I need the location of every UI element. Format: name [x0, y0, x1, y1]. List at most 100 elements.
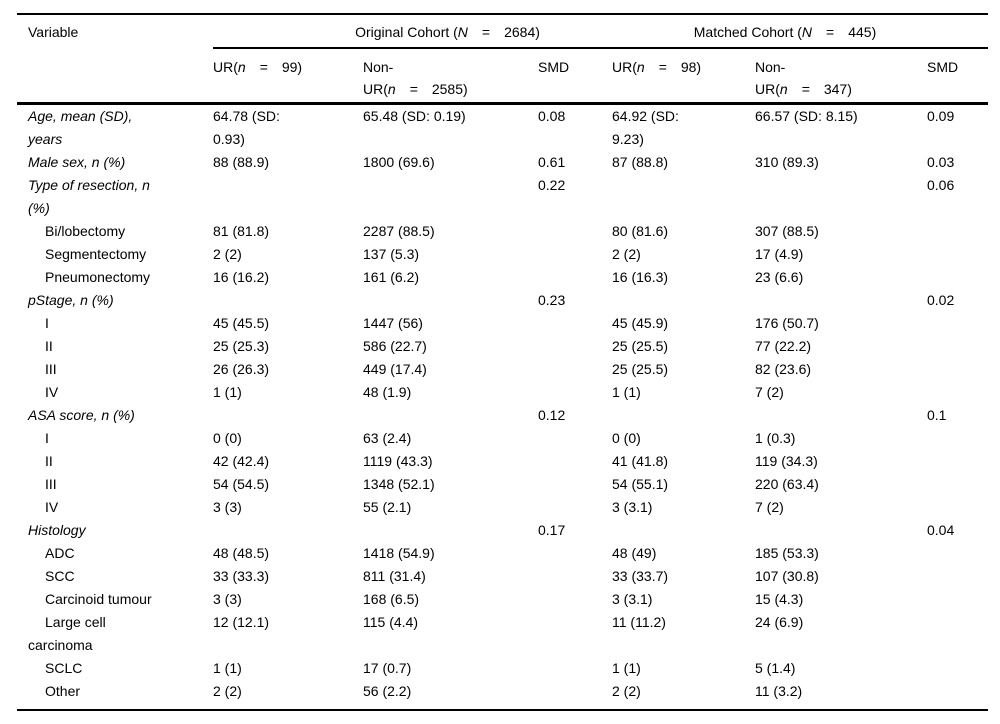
cell-smd-matched [927, 266, 988, 289]
cell-non-ur-matched: 5 (1.4) [755, 660, 796, 676]
column-header-smd-matched: SMD [927, 48, 989, 105]
cell-ur-original: 48 (48.5) [213, 545, 270, 561]
cell-smd-matched [927, 427, 988, 450]
group-header-matched-cohort: Matched Cohort (N = 445) [612, 14, 989, 49]
cell-ur-matched: 3 (3.1) [612, 499, 653, 515]
cell-ur-matched: 2 (2) [612, 683, 641, 699]
cell-ur-matched [612, 174, 755, 220]
row-label: IV [45, 499, 59, 515]
cell-non-ur-original [363, 404, 538, 427]
row-label: SCLC [45, 660, 83, 676]
cell-smd-original: 0.12 [538, 407, 566, 423]
table-row: I 0 (0) 63 (2.4) 0 (0) 1 (0.3) [17, 427, 988, 450]
table-row: Type of resection, n (%) 0.22 0.06 [17, 174, 988, 220]
cell-ur-original: 42 (42.4) [213, 453, 270, 469]
cell-ur-matched: 48 (49) [612, 545, 657, 561]
cell-non-ur-original: 1348 (52.1) [363, 476, 435, 492]
column-header-non-ur-matched: Non- UR(n = 347) [755, 48, 927, 105]
table-row: III 26 (26.3) 449 (17.4) 25 (25.5) 82 (23.6) [17, 358, 988, 381]
row-label: I [45, 430, 49, 446]
cell-smd-matched: 0.02 [927, 292, 955, 308]
column-header-variable: Variable [17, 14, 213, 105]
cell-non-ur-matched [755, 174, 927, 220]
row-label: ASA score, n (%) [28, 407, 135, 423]
cell-smd-original [538, 611, 612, 657]
cell-non-ur-original: 65.48 (SD: 0.19) [363, 108, 466, 124]
sub-header-row: UR(n = 99) Non- UR(n = 2585) SMD UR(n = 9… [17, 48, 989, 105]
cell-non-ur-original: 1447 (56) [363, 315, 423, 331]
row-label: pStage, n (%) [28, 292, 114, 308]
cell-smd-matched [927, 450, 988, 473]
cell-smd-original [538, 381, 612, 404]
cell-non-ur-matched: 310 (89.3) [755, 154, 819, 170]
table-row: ASA score, n (%) 0.12 0.1 [17, 404, 988, 427]
cell-smd-matched [927, 611, 988, 657]
cell-ur-original: 25 (25.3) [213, 338, 270, 354]
cell-non-ur-original: 48 (1.9) [363, 384, 412, 400]
cell-smd-original [538, 565, 612, 588]
cell-smd-original [538, 496, 612, 519]
cell-smd-original: 0.61 [538, 154, 566, 170]
cell-smd-original [538, 473, 612, 496]
table-row: SCC 33 (33.3) 811 (31.4) 33 (33.7) 107 (30.8… [17, 565, 988, 588]
cell-smd-original [538, 450, 612, 473]
row-label: II [45, 338, 53, 354]
header-count: = 98) [644, 59, 702, 75]
cell-ur-original: 33 (33.3) [213, 568, 270, 584]
cell-smd-matched [927, 588, 988, 611]
cell-non-ur-matched: 11 (3.2) [755, 683, 803, 699]
cell-ur-original: 2 (2) [213, 246, 242, 262]
cell-smd-matched [927, 657, 988, 680]
cell-smd-matched: 0.06 [927, 177, 955, 193]
cell-non-ur-matched: 17 (4.9) [755, 246, 804, 262]
cell-non-ur-matched: 15 (4.3) [755, 591, 804, 607]
cell-ur-original: 0 (0) [213, 430, 242, 446]
header-count: = 2585) [395, 81, 468, 97]
header-n-symbol: n [387, 81, 396, 97]
cell-smd-original [538, 266, 612, 289]
header-text: Non- [755, 59, 786, 75]
cell-ur-original: 3 (3) [213, 591, 242, 607]
row-label: Carcinoid tumour [45, 591, 152, 607]
cell-smd-matched [927, 335, 988, 358]
cell-non-ur-original: 1119 (43.3) [363, 453, 433, 469]
cell-smd-original [538, 427, 612, 450]
table-row: I 45 (45.5) 1447 (56) 45 (45.9) 176 (50.7) [17, 312, 988, 335]
cell-non-ur-matched [755, 404, 927, 427]
cell-smd-matched [927, 243, 988, 266]
table-row: Histology 0.17 0.04 [17, 519, 988, 542]
group-header-count: = 2684) [467, 24, 540, 40]
cell-smd-original: 0.22 [538, 177, 566, 193]
cell-non-ur-matched: 23 (6.6) [755, 269, 804, 285]
cell-ur-matched: 1 (1) [612, 384, 641, 400]
cell-ur-matched: 87 (88.8) [612, 154, 669, 170]
cell-smd-original [538, 542, 612, 565]
cell-ur-original: 12 (12.1) [213, 614, 270, 630]
row-label: Age, mean (SD), years [28, 108, 133, 147]
column-header-non-ur-original: Non- UR(n = 2585) [363, 48, 538, 105]
cell-ur-original: 88 (88.9) [213, 154, 270, 170]
cell-ur-matched [612, 289, 755, 312]
cell-smd-matched: 0.1 [927, 407, 947, 423]
row-label: III [45, 361, 57, 377]
cell-non-ur-matched: 220 (63.4) [755, 476, 819, 492]
cell-ur-original: 1 (1) [213, 660, 242, 676]
cell-ur-original [213, 519, 363, 542]
cell-smd-original [538, 243, 612, 266]
cell-ur-original: 81 (81.8) [213, 223, 270, 239]
group-header-n-symbol: N [801, 24, 813, 40]
cell-non-ur-matched: 77 (22.2) [755, 338, 812, 354]
cell-ur-matched: 33 (33.7) [612, 568, 669, 584]
cell-ur-original: 3 (3) [213, 499, 242, 515]
row-label: I [45, 315, 49, 331]
cell-ur-matched: 25 (25.5) [612, 338, 669, 354]
row-label: Type of resection, n (%) [28, 177, 150, 216]
row-label: IV [45, 384, 59, 400]
table-row: ADC 48 (48.5) 1418 (54.9) 48 (49) 185 (53.3) [17, 542, 988, 565]
cell-smd-original [538, 220, 612, 243]
column-header-smd-original: SMD [538, 48, 612, 105]
cell-ur-matched: 80 (81.6) [612, 223, 669, 239]
header-count: = 99) [245, 59, 303, 75]
cell-non-ur-matched: 307 (88.5) [755, 223, 819, 239]
